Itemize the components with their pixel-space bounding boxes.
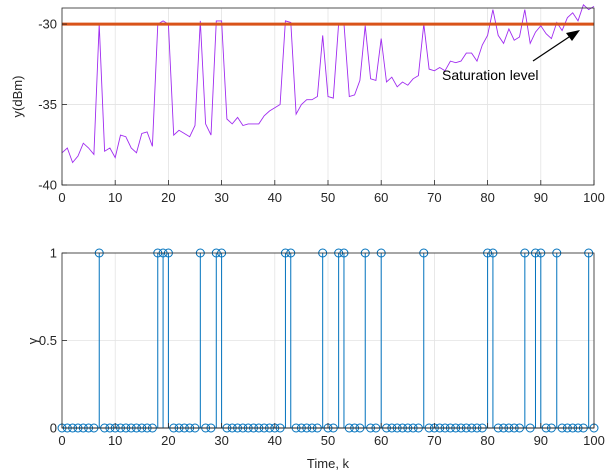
top-x-ticks: 0 10 20 30 40 50 60 70 80 90 100 [58, 180, 605, 205]
top-y-axis-label: y(dBm) [10, 76, 25, 118]
x-tick-label: 100 [583, 433, 605, 448]
saturation-arrow [532, 30, 580, 62]
y-tick-label: -40 [38, 178, 57, 193]
x-tick-label: 40 [268, 190, 282, 205]
x-tick-label: 100 [583, 190, 605, 205]
x-tick-label: 0 [58, 433, 65, 448]
x-tick-label: 20 [161, 190, 175, 205]
x-tick-label: 50 [321, 190, 335, 205]
x-tick-label: 20 [161, 433, 175, 448]
x-tick-label: 10 [108, 433, 122, 448]
y-tick-label: -30 [38, 17, 57, 32]
bottom-x-axis-label: Time, k [307, 456, 350, 471]
x-tick-label: 80 [480, 433, 494, 448]
bottom-y-ticks: 00.51 [39, 246, 67, 436]
x-tick-label: 90 [534, 190, 548, 205]
signal-line [61, 4, 595, 164]
top-y-ticks: -30 -35 -40 [38, 17, 67, 193]
top-marks [61, 4, 595, 164]
x-tick-label: 30 [214, 190, 228, 205]
x-tick-label: 30 [214, 433, 228, 448]
x-tick-label: 90 [534, 433, 548, 448]
saturation-label: Saturation level [442, 67, 539, 83]
bottom-chart: 0 10 20 30 40 50 60 70 80 90 100 00.51 γ Time, k [25, 246, 605, 472]
y-tick-label: 1 [50, 246, 57, 261]
x-tick-label: 60 [374, 190, 388, 205]
x-tick-label: 80 [480, 190, 494, 205]
y-tick-label: 0.5 [39, 333, 57, 348]
top-chart: 0 10 20 30 40 50 60 70 80 90 100 -30-35-40 y(dBm) … [10, 4, 605, 205]
bottom-x-ticks: 0 10 20 30 40 50 60 70 80 90 100 [58, 423, 605, 448]
y-tick-label: -35 [38, 97, 57, 112]
bottom-y-axis-label: γ [25, 337, 40, 344]
y-tick-label: 0 [50, 421, 57, 436]
x-tick-label: 50 [321, 433, 335, 448]
x-tick-label: 70 [427, 190, 441, 205]
x-tick-label: 40 [268, 433, 282, 448]
x-tick-label: 70 [427, 433, 441, 448]
x-tick-label: 10 [108, 190, 122, 205]
x-tick-label: 60 [374, 433, 388, 448]
x-tick-label: 0 [58, 190, 65, 205]
